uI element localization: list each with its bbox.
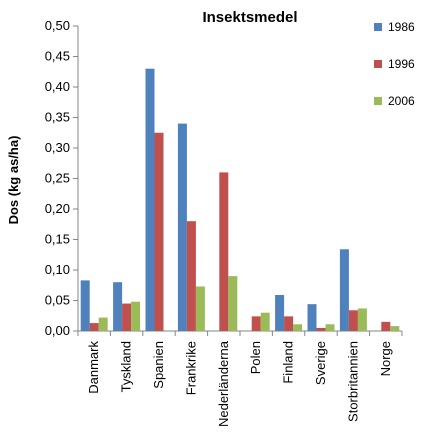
bar-1996-Norge <box>381 321 391 331</box>
bar-2006-Norge <box>390 326 400 331</box>
y-tick-label: 0,15 <box>45 232 70 247</box>
plot-area: 0,00 0,05 0,10 0,15 0,20 0,25 0,30 0,35 0,40 0,45… <box>45 18 403 427</box>
x-tick-label: Finland <box>281 341 296 384</box>
bar-1986-Frankrike <box>177 123 187 331</box>
bar-1996-Sverige <box>316 327 326 331</box>
legend-label-1996: 1996 <box>388 57 415 71</box>
bar-1986-Spanien <box>145 68 155 331</box>
y-tick-label: 0,40 <box>45 79 70 94</box>
y-tick-label: 0,00 <box>45 323 70 338</box>
bar-1986-Sverige <box>307 304 317 331</box>
bar-1986-Finland <box>275 295 285 331</box>
y-tick-label: 0,10 <box>45 262 70 277</box>
bar-1996-Finland <box>284 316 294 331</box>
bar-1996-Storbritannien <box>348 310 358 331</box>
legend-swatch-1986 <box>374 23 382 31</box>
bar-1996-Danmark <box>89 323 99 331</box>
bar-1986-Storbritannien <box>339 249 349 331</box>
y-tick-label: 0,30 <box>45 140 70 155</box>
bar-2006-Polen <box>260 312 270 331</box>
x-tick-label: Danmark <box>86 341 101 394</box>
y-tick-label: 0,50 <box>45 18 70 33</box>
bar-1996-Nederländerna <box>219 172 229 331</box>
bar-2006-Frankrike <box>195 286 205 331</box>
bar-1986-Tyskland <box>113 282 123 331</box>
bar-2006-Danmark <box>98 317 108 331</box>
bar-1996-Spanien <box>154 132 164 331</box>
bar-2006-Nederländerna <box>228 276 238 331</box>
x-tick-label: Storbritannien <box>345 341 360 422</box>
bar-1996-Frankrike <box>186 221 196 331</box>
x-tick-label: Norge <box>378 341 393 376</box>
bar-2006-Storbritannien <box>357 308 367 331</box>
x-tick-label: Spanien <box>151 341 166 389</box>
x-tick-label: Tyskland <box>119 341 134 392</box>
legend-swatch-2006 <box>374 97 382 105</box>
x-tick-label: Sverige <box>313 341 328 385</box>
x-tick-label: Polen <box>248 341 263 374</box>
legend-label-1986: 1986 <box>388 20 415 34</box>
bar-2006-Sverige <box>325 324 335 331</box>
y-axis-label: Dos (kg as/ha) <box>6 136 21 225</box>
chart-title: Insektsmedel <box>202 9 297 26</box>
x-tick-label: Frankrike <box>183 341 198 395</box>
y-tick-label: 0,45 <box>45 49 70 64</box>
bar-2006-Finland <box>293 324 303 331</box>
y-tick-label: 0,25 <box>45 171 70 186</box>
bar-1996-Polen <box>251 316 261 331</box>
y-tick-label: 0,05 <box>45 293 70 308</box>
legend: 1986 1996 2006 <box>374 20 415 108</box>
x-tick-label: Nederländerna <box>216 340 231 427</box>
y-tick-label: 0,20 <box>45 201 70 216</box>
legend-swatch-1996 <box>374 60 382 68</box>
legend-label-2006: 2006 <box>388 94 415 108</box>
y-tick-label: 0,35 <box>45 110 70 125</box>
bar-1986-Danmark <box>80 280 90 331</box>
bar-1996-Tyskland <box>122 303 132 331</box>
bar-2006-Tyskland <box>131 301 141 331</box>
